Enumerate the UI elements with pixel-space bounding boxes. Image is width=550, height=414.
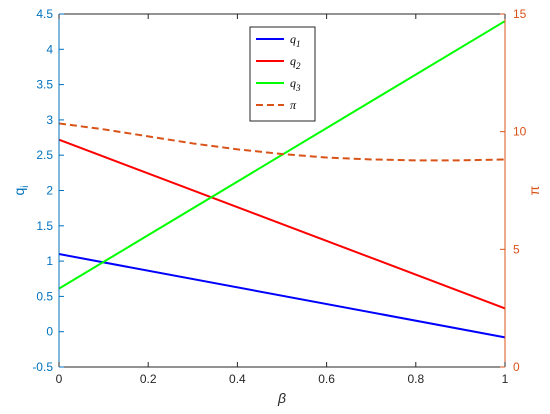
legend-label-q2: q2 <box>290 54 301 71</box>
legend-label-q3: q3 <box>290 76 301 93</box>
x-tick-label: 1 <box>502 372 509 386</box>
x-tick-label: 0.6 <box>318 372 335 386</box>
y-left-tick-label: 2.5 <box>36 148 53 162</box>
x-tick-label: 0.2 <box>140 372 157 386</box>
series-line-q2 <box>58 138 506 310</box>
x-tick-label: 0 <box>56 372 63 386</box>
y-left-tick-label: 1.5 <box>36 219 53 233</box>
y-left-tick-label: 3.5 <box>36 78 53 92</box>
x-tick-label: 0.4 <box>229 372 246 386</box>
y-left-tick-label: 4 <box>46 42 53 56</box>
series-line-q1 <box>58 253 506 339</box>
y-right-tick-label: 15 <box>513 7 527 21</box>
y-right-tick-label: 5 <box>513 242 520 256</box>
x-axis-title: β <box>277 390 286 406</box>
y-right-axis-title: π <box>526 185 542 195</box>
series-layer <box>58 20 506 339</box>
legend-box <box>249 26 316 122</box>
y-left-tick-label: -0.5 <box>32 360 53 374</box>
y-left-axis-title: qi <box>11 185 31 195</box>
legend[interactable]: q1 q2 q3 π <box>249 26 316 122</box>
y-right-tick-label: 0 <box>513 360 520 374</box>
y-left-tick-label: 2 <box>46 184 53 198</box>
y-right-tick-label: 10 <box>513 125 527 139</box>
series-line-π <box>58 122 506 162</box>
y-left-tick-label: 3 <box>46 113 53 127</box>
y-left-tick-label: 0.5 <box>36 289 53 303</box>
legend-label-q1: q1 <box>290 32 301 49</box>
y-left-tick-label: 4.5 <box>36 7 53 21</box>
y-left-tick-label: 0 <box>46 325 53 339</box>
legend-label-π: π <box>290 98 297 112</box>
y-left-tick-label: 1 <box>46 254 53 268</box>
ticks-layer: 0 0.2 0.4 0.6 0.8 1-0.500.511.522.533.544.505… <box>32 7 526 386</box>
x-tick-label: 0.8 <box>407 372 424 386</box>
